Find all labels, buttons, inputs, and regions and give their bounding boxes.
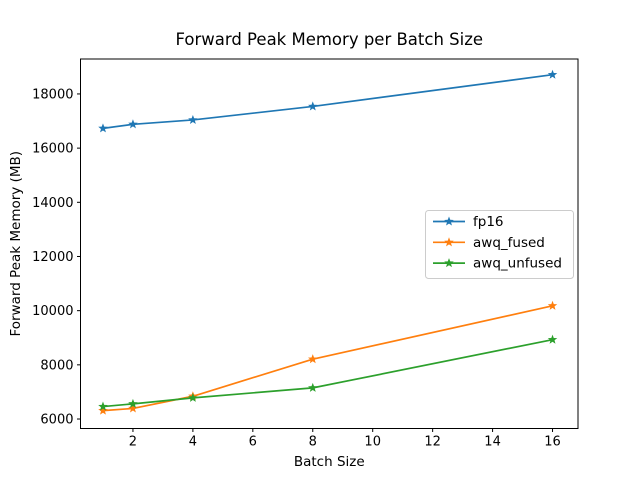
x-tick-label: 10: [364, 435, 381, 450]
series-marker-awq_fused: [128, 403, 138, 413]
series-marker-awq_fused: [308, 354, 318, 364]
y-tick-label: 12000: [32, 250, 73, 265]
series-marker-awq_unfused: [547, 334, 558, 344]
legend-box: [425, 210, 574, 279]
series-marker-awq_fused: [547, 300, 558, 310]
series-marker-awq_unfused: [98, 401, 108, 411]
plot-border: [80, 58, 579, 429]
chart-title: Forward Peak Memory per Batch Size: [175, 30, 483, 49]
series-marker-awq_unfused: [128, 398, 138, 408]
x-tick-label: 8: [309, 435, 317, 450]
y-tick-label: 18000: [32, 87, 73, 102]
legend-entry-awq_unfused: awq_unfused: [433, 256, 562, 272]
series-marker-fp16: [128, 119, 138, 129]
y-tick-label: 14000: [32, 196, 73, 211]
legend-label: fp16: [473, 214, 504, 230]
x-tick-label: 16: [544, 435, 561, 450]
y-tick-label: 8000: [40, 358, 73, 373]
x-tick-label: 14: [484, 435, 501, 450]
series-marker-awq_fused: [98, 405, 108, 415]
series-marker-fp16: [547, 69, 558, 79]
series-marker-fp16: [308, 101, 318, 111]
series-marker-fp16: [98, 123, 108, 133]
x-tick-label: 12: [424, 435, 441, 450]
series-marker-awq_unfused: [188, 392, 198, 402]
legend-entry-awq_fused: awq_fused: [433, 235, 545, 251]
y-tick-label: 16000: [32, 142, 73, 157]
legend: fp16 awq_fused awq_unfused: [425, 210, 574, 279]
x-tick-label: 2: [129, 435, 137, 450]
x-tick-label: 4: [189, 435, 197, 450]
legend-label: awq_unfused: [473, 256, 562, 272]
legend-marker-sample: [444, 237, 454, 247]
legend-entry-fp16: fp16: [433, 214, 504, 230]
y-tick-label: 10000: [32, 304, 73, 319]
x-tick-label: 6: [249, 435, 257, 450]
legend-label: awq_fused: [473, 235, 545, 251]
legend-marker-sample: [444, 258, 454, 268]
legend-marker-sample: [444, 216, 454, 226]
y-tick-label: 6000: [40, 413, 73, 428]
y-axis-label: Forward Peak Memory (MB): [8, 151, 24, 337]
series-marker-fp16: [188, 114, 198, 124]
series-marker-awq_unfused: [308, 382, 318, 392]
x-axis-label: Batch Size: [294, 454, 365, 470]
